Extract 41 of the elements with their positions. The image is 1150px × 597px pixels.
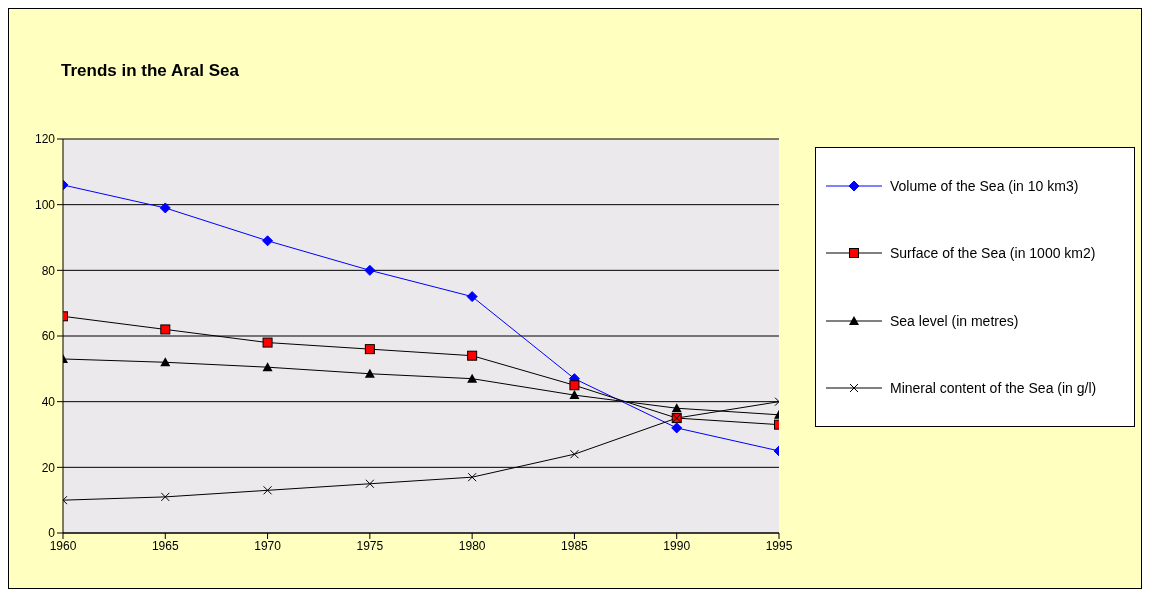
point — [262, 362, 273, 372]
y-tick-label: 20 — [41, 460, 56, 475]
y-tick-label: 0 — [48, 526, 56, 541]
x-tick-label: 1990 — [663, 538, 691, 553]
point — [263, 485, 273, 495]
x-tick-label: 1965 — [151, 538, 179, 553]
point — [364, 368, 375, 378]
point — [466, 291, 478, 303]
chart-title: Trends in the Aral Sea — [61, 61, 239, 81]
legend-label: Sea level (in metres) — [890, 312, 1019, 329]
y-tick-label: 60 — [41, 329, 56, 344]
y-tick-label: 100 — [34, 197, 56, 212]
x-tick-label: 1995 — [765, 538, 793, 553]
x-tick-label: 1960 — [49, 538, 77, 553]
point — [364, 264, 376, 276]
legend-label: Surface of the Sea (in 1000 km2) — [890, 245, 1096, 262]
x-tick-label: 1975 — [356, 538, 384, 553]
point — [671, 422, 683, 434]
y-tick-label: 120 — [34, 132, 56, 147]
legend-label: Mineral content of the Sea (in g/l) — [890, 380, 1097, 397]
y-tick-label: 40 — [41, 394, 56, 409]
legend-label: Volume of the Sea (in 10 km3) — [890, 177, 1079, 194]
point — [569, 390, 580, 400]
point — [569, 449, 579, 459]
point — [569, 380, 580, 391]
point — [160, 324, 171, 335]
point — [467, 373, 478, 383]
point — [160, 492, 170, 502]
point — [160, 357, 171, 367]
point — [671, 403, 682, 413]
point — [467, 350, 478, 361]
x-tick-label: 1980 — [458, 538, 486, 553]
x-tick-label: 1970 — [254, 538, 282, 553]
y-tick-label: 80 — [41, 263, 56, 278]
point — [262, 235, 274, 247]
point — [365, 479, 375, 489]
point — [364, 344, 375, 355]
point — [467, 472, 477, 482]
point — [262, 337, 273, 348]
point — [159, 202, 171, 214]
x-tick-label: 1985 — [561, 538, 589, 553]
